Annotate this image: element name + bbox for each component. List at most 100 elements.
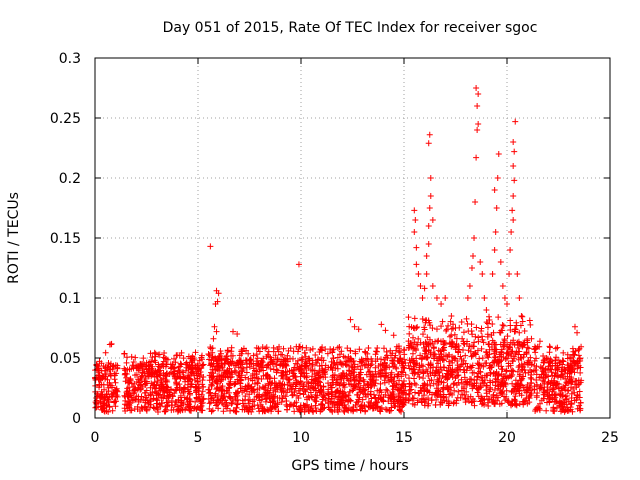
data-point xyxy=(489,337,496,344)
data-point xyxy=(313,378,320,385)
data-point xyxy=(279,369,286,376)
data-point xyxy=(546,343,553,350)
data-point xyxy=(487,371,494,378)
data-point xyxy=(446,391,453,398)
data-point xyxy=(363,357,370,364)
data-point xyxy=(385,398,392,405)
data-point xyxy=(325,404,332,411)
data-point xyxy=(430,355,437,362)
data-point xyxy=(418,356,425,363)
data-point xyxy=(127,375,134,382)
data-point xyxy=(195,393,202,400)
data-point xyxy=(177,375,184,382)
data-point xyxy=(183,404,190,411)
data-point xyxy=(422,339,429,346)
data-point xyxy=(552,357,559,364)
data-point xyxy=(341,408,348,415)
data-point xyxy=(564,351,571,358)
data-point xyxy=(549,372,556,379)
data-point xyxy=(253,371,260,378)
data-point xyxy=(189,368,196,375)
data-point xyxy=(274,367,281,374)
data-point xyxy=(351,382,358,389)
data-point xyxy=(540,368,547,375)
data-point xyxy=(152,353,159,360)
data-point xyxy=(475,121,482,127)
data-point xyxy=(478,383,485,390)
data-point xyxy=(559,403,566,410)
data-point xyxy=(451,399,458,406)
data-point xyxy=(176,368,183,375)
data-point xyxy=(359,359,366,366)
data-point xyxy=(157,381,164,388)
data-point xyxy=(577,355,584,362)
data-point xyxy=(188,369,195,376)
data-point xyxy=(336,382,343,389)
data-point xyxy=(341,381,348,388)
data-point xyxy=(411,380,418,387)
data-point xyxy=(578,343,585,350)
data-point xyxy=(352,402,359,409)
data-point xyxy=(262,398,269,405)
data-point xyxy=(516,400,523,407)
data-point xyxy=(471,235,478,241)
data-point xyxy=(101,367,108,374)
data-point xyxy=(413,355,420,362)
data-point xyxy=(463,315,470,322)
data-point xyxy=(440,364,447,371)
data-point xyxy=(420,369,427,376)
data-point xyxy=(390,396,397,403)
data-point xyxy=(147,391,154,398)
data-point xyxy=(511,148,518,155)
data-point xyxy=(292,360,299,367)
data-point xyxy=(189,353,196,360)
data-point xyxy=(491,341,498,348)
data-point xyxy=(505,360,512,367)
data-point xyxy=(509,207,516,214)
data-point xyxy=(298,370,305,377)
data-point xyxy=(382,406,389,413)
data-point xyxy=(183,364,190,371)
data-point xyxy=(182,378,189,385)
data-point xyxy=(450,400,457,407)
data-point xyxy=(140,355,147,362)
data-point xyxy=(415,335,422,342)
data-point xyxy=(303,403,310,410)
data-point xyxy=(355,326,362,333)
data-point xyxy=(143,394,150,401)
data-point xyxy=(259,403,266,410)
data-point xyxy=(510,139,517,145)
data-point xyxy=(367,391,374,398)
data-point xyxy=(109,407,116,414)
data-point xyxy=(448,313,455,319)
data-point xyxy=(233,390,240,397)
data-point xyxy=(153,404,160,411)
data-point xyxy=(427,365,434,372)
data-point xyxy=(492,354,499,361)
data-point xyxy=(176,381,183,388)
data-point xyxy=(509,348,516,355)
data-point xyxy=(336,351,343,358)
data-point xyxy=(317,406,324,413)
data-point xyxy=(435,337,442,344)
data-point xyxy=(186,375,193,382)
data-point xyxy=(484,333,491,340)
data-point xyxy=(173,380,180,387)
data-point xyxy=(224,356,231,363)
data-point xyxy=(207,243,214,250)
data-point xyxy=(302,362,309,369)
data-point xyxy=(537,400,544,407)
data-point xyxy=(216,399,223,406)
data-point xyxy=(451,331,458,338)
data-point xyxy=(335,373,342,380)
data-point xyxy=(533,377,540,384)
data-point xyxy=(463,378,470,385)
data-point xyxy=(334,404,341,411)
data-point xyxy=(524,337,531,344)
data-point xyxy=(391,373,398,380)
data-point xyxy=(210,370,217,377)
data-point xyxy=(576,394,583,401)
data-point xyxy=(430,380,437,387)
data-point xyxy=(454,394,461,401)
data-point xyxy=(415,271,422,277)
